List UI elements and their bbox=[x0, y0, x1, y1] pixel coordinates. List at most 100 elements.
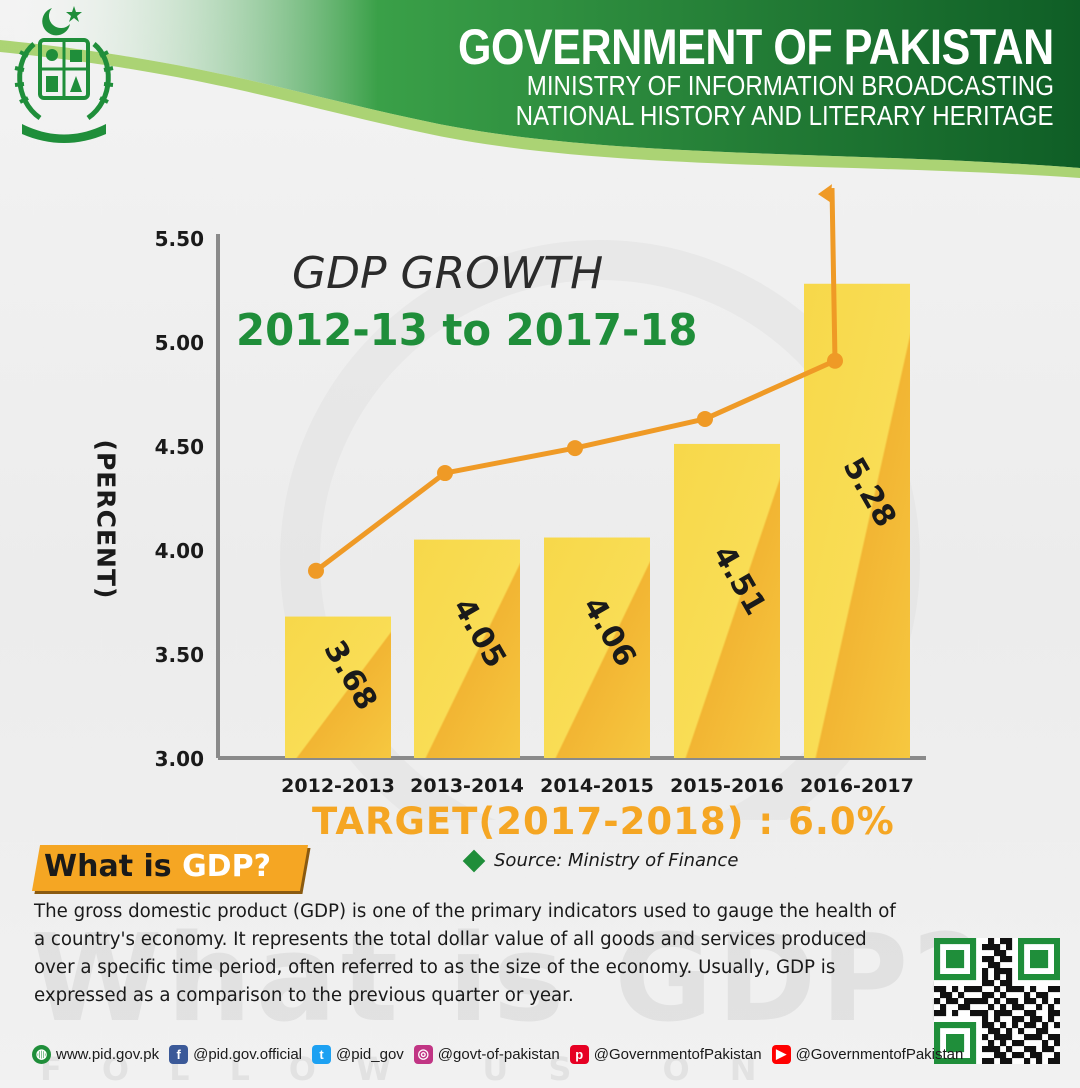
qr-module bbox=[982, 1034, 989, 1041]
qr-module bbox=[1048, 1034, 1055, 1041]
qr-module bbox=[1000, 1058, 1007, 1064]
qr-module bbox=[976, 998, 983, 1005]
target-label: TARGET(2017-2018) : 6.0% bbox=[312, 800, 895, 843]
qr-module bbox=[970, 998, 977, 1005]
y-tick-label: 4.00 bbox=[155, 539, 204, 563]
qr-module bbox=[1042, 1028, 1049, 1035]
pinterest-link[interactable]: p @GovernmentofPakistan bbox=[569, 1044, 762, 1064]
qr-module bbox=[982, 992, 989, 999]
x-tick-label: 2016-2017 bbox=[800, 775, 914, 797]
qr-module bbox=[958, 974, 965, 981]
qr-module bbox=[970, 1034, 977, 1041]
qr-module bbox=[988, 980, 995, 987]
gdp-description: The gross domestic product (GDP) is one … bbox=[34, 901, 896, 1006]
qr-module bbox=[934, 968, 941, 975]
what-is-highlight: GDP? bbox=[182, 849, 271, 884]
qr-module bbox=[1012, 998, 1019, 1005]
instagram-link[interactable]: ◎ @govt-of-pakistan bbox=[413, 1044, 560, 1064]
qr-module bbox=[970, 962, 977, 969]
qr-module bbox=[988, 944, 995, 951]
qr-module bbox=[940, 1010, 947, 1017]
source-text: Source: Ministry of Finance bbox=[494, 850, 739, 871]
qr-module bbox=[958, 1058, 965, 1064]
qr-module bbox=[1030, 1010, 1037, 1017]
qr-module bbox=[1006, 956, 1013, 963]
facebook-link[interactable]: f @pid.gov.official bbox=[169, 1044, 302, 1064]
header-banner: GOVERNMENT OF PAKISTAN MINISTRY OF INFOR… bbox=[0, 0, 1080, 200]
qr-module bbox=[1000, 980, 1007, 987]
qr-module bbox=[964, 1058, 971, 1064]
qr-module bbox=[946, 992, 953, 999]
qr-module bbox=[1036, 1052, 1043, 1059]
qr-module bbox=[940, 1022, 947, 1029]
qr-module bbox=[940, 1058, 947, 1064]
qr-module bbox=[982, 1010, 989, 1017]
qr-module bbox=[1054, 1052, 1060, 1059]
twitter-link[interactable]: t @pid_gov bbox=[312, 1044, 404, 1064]
qr-module bbox=[952, 1022, 959, 1029]
trend-point bbox=[437, 465, 453, 482]
qr-module bbox=[1054, 1034, 1060, 1041]
youtube-text: @GovernmentofPakistan bbox=[795, 1045, 964, 1063]
chart-subtitle: 2012-13 to 2017-18 bbox=[236, 305, 698, 356]
what-is-gdp-watermark: What is GDP? bbox=[30, 910, 986, 1049]
youtube-icon: ▶ bbox=[771, 1044, 791, 1064]
trend-arrowhead bbox=[818, 184, 832, 203]
qr-module bbox=[1048, 1058, 1055, 1064]
qr-module bbox=[964, 938, 971, 945]
qr-module bbox=[1036, 938, 1043, 945]
qr-module bbox=[1024, 1022, 1031, 1029]
qr-module bbox=[1042, 1022, 1049, 1029]
qr-module bbox=[1030, 950, 1037, 957]
qr-module bbox=[964, 986, 971, 993]
website-link[interactable]: ◍ www.pid.gov.pk bbox=[32, 1044, 159, 1064]
qr-module bbox=[1030, 1034, 1037, 1041]
qr-module bbox=[982, 1022, 989, 1029]
trend-point bbox=[567, 440, 583, 457]
qr-code-icon[interactable] bbox=[934, 938, 1060, 1064]
qr-module bbox=[946, 1046, 953, 1053]
y-tick-label: 3.00 bbox=[155, 747, 204, 771]
qr-module bbox=[1006, 944, 1013, 951]
qr-module bbox=[988, 962, 995, 969]
qr-module bbox=[1054, 956, 1060, 963]
qr-module bbox=[952, 998, 959, 1005]
qr-module bbox=[1054, 986, 1060, 993]
qr-module bbox=[1000, 1052, 1007, 1059]
qr-module bbox=[1030, 1022, 1037, 1029]
qr-module bbox=[1042, 998, 1049, 1005]
qr-module bbox=[970, 974, 977, 981]
qr-module bbox=[1000, 1004, 1007, 1011]
pakistan-emblem-icon bbox=[14, 6, 114, 143]
qr-module bbox=[964, 974, 971, 981]
qr-module bbox=[1036, 1028, 1043, 1035]
qr-module bbox=[988, 1040, 995, 1047]
qr-module bbox=[1054, 1040, 1060, 1047]
qr-module bbox=[970, 1058, 977, 1064]
qr-module bbox=[970, 1028, 977, 1035]
qr-module bbox=[1012, 986, 1019, 993]
qr-module bbox=[1000, 1040, 1007, 1047]
chart-title: GDP GROWTH bbox=[292, 248, 604, 299]
qr-module bbox=[958, 950, 965, 957]
qr-module bbox=[952, 986, 959, 993]
qr-module bbox=[994, 1052, 1001, 1059]
qr-module bbox=[946, 974, 953, 981]
qr-module bbox=[1024, 1058, 1031, 1064]
qr-module bbox=[946, 1034, 953, 1041]
diamond-icon bbox=[462, 849, 486, 872]
qr-module bbox=[964, 1022, 971, 1029]
qr-module bbox=[934, 944, 941, 951]
qr-module bbox=[952, 962, 959, 969]
qr-module bbox=[1018, 974, 1025, 981]
qr-module bbox=[940, 992, 947, 999]
ministry-line-1: MINISTRY OF INFORMATION BROADCASTING bbox=[526, 70, 1054, 101]
qr-module bbox=[1024, 938, 1031, 945]
qr-module bbox=[994, 962, 1001, 969]
youtube-link[interactable]: ▶ @GovernmentofPakistan bbox=[771, 1044, 964, 1064]
qr-module bbox=[952, 956, 959, 963]
qr-module bbox=[1054, 1010, 1060, 1017]
trend-line bbox=[314, 188, 838, 573]
qr-module bbox=[1036, 1058, 1043, 1064]
qr-module bbox=[982, 1046, 989, 1053]
